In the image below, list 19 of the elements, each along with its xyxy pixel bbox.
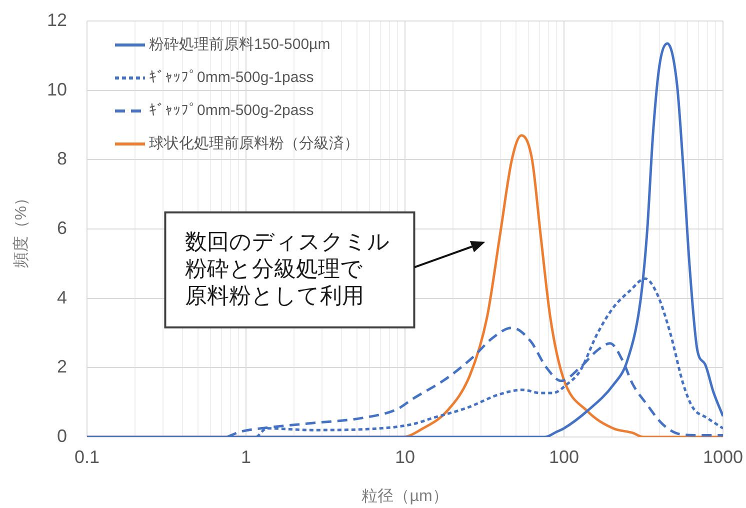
legend-label: 粉砕処理前原料150-500µm [149,36,330,54]
x-tick-label: 0.1 [74,446,100,467]
x-tick-label: 1 [240,446,252,467]
y-tick-label: 6 [56,218,67,238]
y-tick-label: 8 [56,148,67,169]
legend-label: ｷﾞｬｯﾌﾟ0mm-500g-1pass [149,69,314,86]
x-tick-label: 10 [394,446,416,467]
x-axis-title: 粒径（µm） [362,488,448,505]
y-axis-title: 頻度（%） [12,190,30,268]
y-tick-label: 0 [56,426,67,446]
x-tick-label: 1000 [702,446,744,467]
y-tick-label: 12 [46,10,67,30]
y-tick-label: 4 [56,287,67,308]
annotation: 数回のディスクミル粉砕と分級処理で原料粉として利用 [185,228,390,308]
legend-label: ｷﾞｬｯﾌﾟ0mm-500g-2pass [149,102,314,120]
y-tick-label: 2 [56,356,67,377]
x-tick-label: 100 [548,446,580,467]
y-tick-label: 10 [46,79,67,100]
legend-label: 球状化処理前原料粉（分級済） [149,135,359,152]
